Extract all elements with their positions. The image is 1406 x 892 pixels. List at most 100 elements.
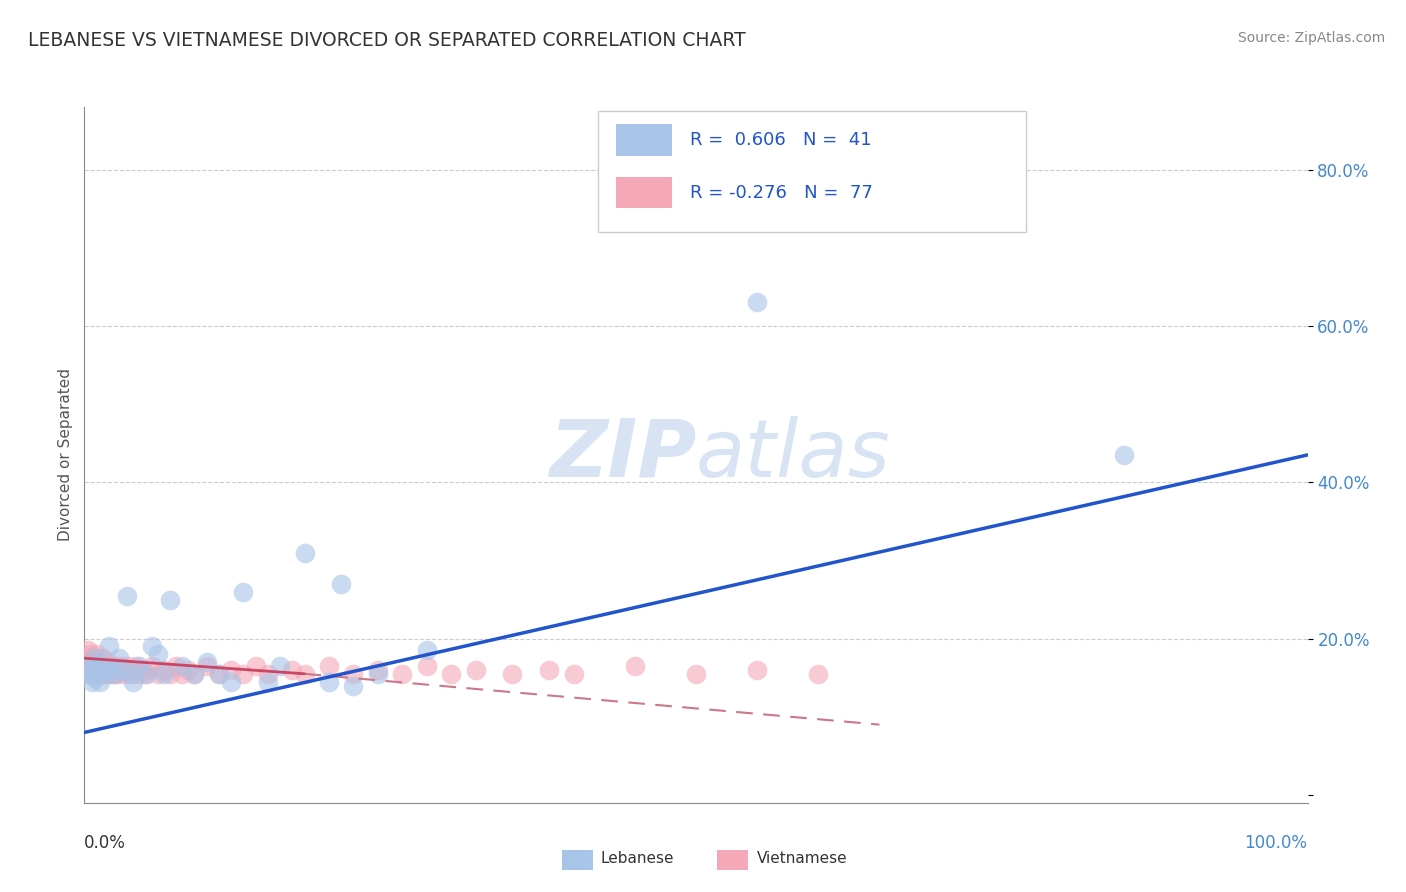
Point [97,640,120,654]
Point [219,663,242,677]
Point [747,663,769,677]
Point [115,663,138,677]
Point [269,659,291,673]
Point [208,666,231,681]
Point [159,666,181,681]
Point [77,643,100,657]
Text: Vietnamese: Vietnamese [756,852,846,866]
Text: Source: ZipAtlas.com: Source: ZipAtlas.com [1237,31,1385,45]
Point [104,666,127,681]
Point [416,643,439,657]
Point [135,666,157,681]
Point [172,659,194,673]
Point [367,666,389,681]
Point [120,666,142,681]
Point [93,663,115,677]
Point [132,663,155,677]
Point [107,651,129,665]
Point [195,659,218,673]
Point [146,666,169,681]
Point [79,659,101,673]
Point [440,666,463,681]
Point [165,659,187,673]
Point [89,674,111,689]
Point [318,659,340,673]
Point [245,659,267,673]
Point [141,640,163,654]
Point [83,651,105,665]
Text: 0.0%: 0.0% [84,834,127,852]
Point [128,659,150,673]
Point [87,655,110,669]
Point [318,674,340,689]
Point [177,663,200,677]
Point [747,295,769,310]
Point [87,651,110,665]
Point [183,666,205,681]
Point [464,663,486,677]
Bar [616,177,672,208]
Point [538,663,561,677]
Point [86,663,108,677]
Point [294,666,316,681]
Point [232,666,254,681]
Text: Lebanese: Lebanese [600,852,673,866]
Point [807,666,830,681]
Point [80,651,103,665]
Point [117,659,139,673]
Point [86,655,108,669]
Point [79,647,101,661]
Point [195,655,218,669]
Point [624,659,647,673]
Point [77,666,100,681]
Text: atlas: atlas [696,416,891,494]
Point [232,584,254,599]
Point [80,674,103,689]
Point [79,663,101,677]
Point [90,659,112,673]
Point [219,674,242,689]
Point [80,666,103,681]
Point [257,666,280,681]
Point [112,666,135,681]
Point [86,647,108,661]
Point [281,663,304,677]
Text: LEBANESE VS VIETNAMESE DIVORCED OR SEPARATED CORRELATION CHART: LEBANESE VS VIETNAMESE DIVORCED OR SEPAR… [28,31,745,50]
FancyBboxPatch shape [598,111,1026,232]
Point [122,674,145,689]
Point [98,659,121,673]
Point [172,666,194,681]
Point [91,651,114,665]
Point [101,666,124,681]
Point [87,666,110,681]
Point [146,647,169,661]
Point [83,663,105,677]
Point [87,663,110,677]
Point [110,659,132,673]
Point [562,666,585,681]
Point [94,659,117,673]
Point [141,659,163,673]
Point [153,666,176,681]
Point [84,666,107,681]
Point [82,663,104,677]
Point [391,666,413,681]
Point [96,666,118,681]
Point [257,674,280,689]
Point [84,671,107,685]
Point [89,666,111,681]
Point [89,655,111,669]
Y-axis label: Divorced or Separated: Divorced or Separated [58,368,73,541]
Point [87,659,110,673]
Point [100,663,122,677]
Point [97,655,120,669]
Point [342,679,364,693]
Point [122,663,145,677]
Point [104,659,127,673]
Point [120,666,142,681]
Point [82,659,104,673]
Point [159,592,181,607]
Point [128,666,150,681]
Point [135,666,157,681]
Point [342,666,364,681]
